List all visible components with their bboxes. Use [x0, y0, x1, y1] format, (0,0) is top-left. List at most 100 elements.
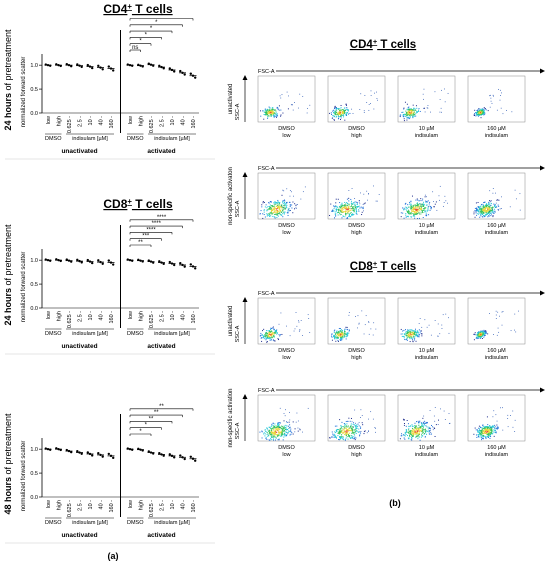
density-point [480, 213, 482, 215]
density-point [424, 429, 426, 431]
density-point [483, 426, 485, 428]
density-point [483, 108, 485, 110]
ssc-axis-label: SSC-A [235, 103, 241, 120]
density-point [411, 432, 413, 434]
density-point [280, 434, 282, 436]
sig-label: ns [132, 45, 138, 51]
density-point [406, 339, 408, 341]
density-point [347, 206, 349, 208]
density-point [416, 210, 418, 212]
density-point [423, 204, 425, 206]
density-point [407, 211, 409, 213]
density-point [350, 430, 352, 432]
density-point [412, 435, 414, 437]
density-point [339, 108, 341, 110]
density-point [355, 427, 357, 429]
data-point [101, 68, 104, 71]
density-point [283, 425, 285, 427]
density-point [279, 422, 281, 424]
density-point [339, 119, 341, 121]
density-point [412, 434, 414, 436]
density-point [270, 200, 272, 202]
density-point [485, 436, 487, 438]
density-point [353, 432, 355, 434]
density-point [356, 427, 358, 429]
density-point [416, 206, 418, 208]
x-tick-label: 2.5 - [160, 311, 166, 322]
density-point [347, 429, 349, 431]
density-point [271, 433, 273, 435]
density-point [269, 204, 271, 206]
density-point [294, 102, 295, 103]
density-point [346, 430, 348, 432]
density-point [273, 340, 275, 342]
density-point [477, 109, 479, 111]
density-point [273, 211, 275, 213]
density-point [284, 205, 286, 207]
density-point [335, 336, 337, 338]
density-point [265, 338, 267, 340]
density-point [439, 99, 441, 100]
density-point [406, 112, 408, 114]
data-point [183, 265, 186, 268]
data-point [189, 72, 192, 75]
density-point [338, 113, 340, 115]
density-point [336, 110, 338, 112]
density-point [423, 429, 425, 431]
density-point [482, 333, 484, 335]
density-point [491, 425, 493, 427]
density-point [265, 332, 267, 334]
density-point [409, 335, 411, 337]
density-point [423, 209, 425, 211]
density-point [350, 426, 352, 428]
density-point [476, 110, 478, 112]
density-point [266, 330, 268, 332]
x-tick-label: low [128, 116, 134, 124]
x-tick-label: high [139, 116, 145, 126]
density-point [343, 429, 345, 431]
density-point [285, 206, 287, 208]
density-point [424, 430, 426, 432]
density-point [286, 421, 288, 423]
density-point [279, 210, 281, 212]
density-point [476, 112, 478, 114]
density-point [353, 424, 355, 426]
density-point [340, 206, 342, 208]
density-point [337, 429, 339, 431]
density-point [419, 203, 421, 205]
density-point [277, 428, 279, 430]
density-point [485, 207, 487, 209]
density-point [409, 431, 411, 433]
density-point [344, 329, 346, 331]
density-point [273, 114, 275, 116]
density-point [363, 431, 365, 433]
density-point [344, 110, 346, 112]
density-point [276, 214, 278, 216]
density-point [263, 214, 265, 216]
density-point [368, 193, 370, 194]
density-point [421, 326, 423, 328]
density-point [428, 426, 430, 428]
density-point [345, 434, 347, 436]
density-point [344, 335, 346, 337]
density-point [413, 330, 415, 332]
density-point [490, 427, 492, 429]
sig-label: * [160, 14, 163, 20]
density-point [403, 107, 405, 109]
density-point [273, 434, 275, 436]
density-point [273, 425, 275, 427]
density-point [486, 203, 488, 205]
density-point [350, 435, 352, 437]
density-point [261, 204, 263, 206]
density-point [331, 333, 333, 335]
density-point [266, 209, 268, 211]
density-point [346, 210, 348, 212]
density-point [333, 112, 335, 114]
density-point [265, 333, 267, 335]
density-point [478, 111, 480, 113]
density-point [329, 214, 331, 216]
density-point [497, 427, 499, 429]
density-point [345, 114, 347, 116]
